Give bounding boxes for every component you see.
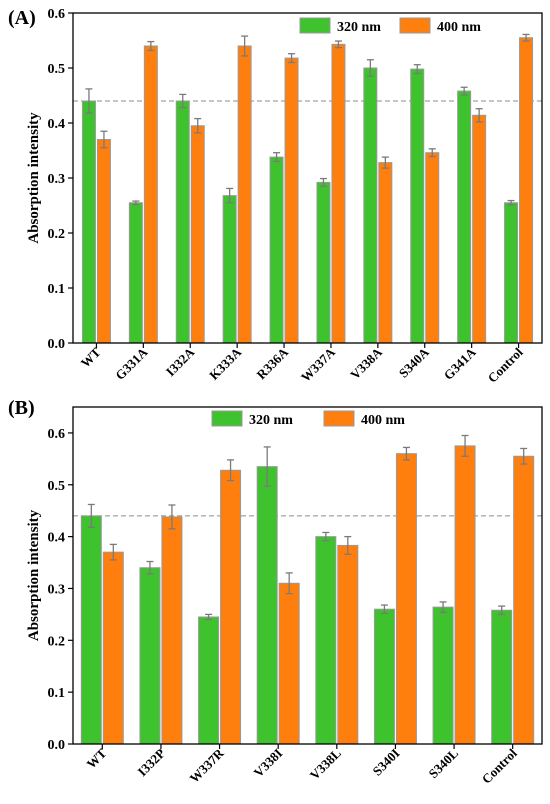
legend-label: 400 nm — [361, 413, 405, 428]
bar-320nm-control — [504, 202, 519, 344]
chart-panel-b: (B) WT I332P W337R V338I V338L S340I S340L Contr… — [8, 397, 543, 787]
bar-400nm-w337a — [331, 43, 346, 344]
bar-400nm-wt — [102, 551, 124, 745]
plot-frame — [72, 12, 543, 344]
y-tick-label: 0.3 — [48, 582, 66, 597]
y-tick-label: 0.4 — [48, 117, 66, 132]
x-tick-label: G331A — [112, 344, 151, 383]
bar-400nm-v338a — [378, 162, 393, 344]
bar-320nm-g331a — [128, 202, 143, 344]
bar-400nm-w337r — [220, 469, 242, 745]
x-tick-label: WT — [84, 745, 110, 771]
x-tick-label: Control — [479, 745, 520, 786]
legend-swatch-400nm — [399, 17, 431, 34]
bar-320nm-wt — [80, 515, 102, 745]
bar-400nm-i332p — [161, 516, 183, 745]
x-tick-label: W337A — [298, 344, 339, 385]
legend-swatch-320nm — [211, 410, 243, 427]
bar-400nm-control — [519, 37, 534, 344]
bar-320nm-s340i — [373, 608, 395, 745]
legend-swatch-400nm — [323, 410, 355, 427]
panel-label: (A) — [8, 7, 36, 29]
bar-400nm-s340l — [454, 445, 476, 745]
bar-400nm-wt — [96, 139, 111, 344]
x-tick-label: V338A — [347, 344, 385, 382]
x-tick-label: G341A — [441, 344, 480, 383]
legend-swatch-320nm — [299, 17, 331, 34]
y-tick-label: 0.3 — [48, 172, 66, 187]
bar-320nm-v338l — [315, 536, 337, 745]
x-tick-label: S340A — [396, 344, 433, 381]
y-axis-title: Absorption intensity — [26, 112, 42, 244]
bar-400nm-v338l — [337, 544, 359, 745]
bar-320nm-i332a — [175, 100, 190, 344]
bar-400nm-s340a — [425, 152, 440, 344]
x-tick-label: W337R — [186, 745, 227, 786]
bar-320nm-k333a — [222, 195, 237, 344]
bar-320nm-g341a — [457, 90, 472, 344]
bar-400nm-g331a — [143, 45, 158, 344]
bar-400nm-r336a — [284, 57, 299, 344]
bar-320nm-control — [491, 609, 513, 745]
x-tick-label: V338I — [251, 746, 286, 781]
x-tick-label: S340I — [369, 746, 402, 779]
bar-400nm-i332a — [190, 125, 205, 344]
legend-label: 320 nm — [337, 20, 381, 35]
legend-label: 400 nm — [437, 20, 481, 35]
panel-label: (B) — [8, 397, 35, 419]
y-tick-label: 0.5 — [48, 479, 66, 494]
x-tick-label: K333A — [206, 344, 245, 383]
y-tick-label: 0.4 — [48, 531, 66, 546]
y-tick-label: 0.1 — [48, 686, 66, 701]
bar-320nm-r336a — [269, 156, 284, 344]
bar-320nm-wt — [81, 100, 96, 344]
y-tick-label: 0.2 — [48, 227, 66, 242]
bar-320nm-w337r — [198, 616, 220, 745]
chart-panel-a: (A) WT G331A I332A K333A R336A W337A V338A S340A… — [8, 7, 543, 386]
bar-400nm-g341a — [472, 114, 487, 344]
y-tick-label: 0.6 — [48, 427, 66, 442]
bar-320nm-v338a — [363, 67, 378, 344]
x-tick-label: Control — [485, 344, 526, 385]
bar-400nm-s340i — [395, 453, 417, 745]
bar-320nm-i332p — [139, 567, 161, 745]
bar-400nm-control — [513, 455, 535, 745]
y-tick-label: 0.1 — [48, 282, 66, 297]
bar-320nm-v338i — [256, 466, 278, 745]
bar-320nm-w337a — [316, 181, 331, 344]
x-tick-label: V338L — [307, 745, 344, 782]
y-tick-label: 0.0 — [48, 738, 66, 753]
plot-frame — [72, 406, 543, 745]
bar-320nm-s340a — [410, 68, 425, 344]
bar-400nm-v338i — [278, 582, 300, 745]
legend-label: 320 nm — [249, 413, 293, 428]
y-tick-label: 0.0 — [48, 337, 66, 352]
bar-320nm-s340l — [432, 606, 454, 745]
x-tick-label: R336A — [253, 344, 291, 382]
x-tick-label: I332P — [134, 745, 168, 779]
y-tick-label: 0.6 — [48, 7, 66, 22]
bar-400nm-k333a — [237, 45, 252, 344]
x-tick-label: S340L — [426, 745, 462, 781]
y-axis-title: Absorption intensity — [26, 509, 42, 641]
y-tick-label: 0.5 — [48, 62, 66, 77]
x-tick-label: I332A — [163, 344, 198, 379]
x-tick-label: WT — [78, 344, 104, 370]
y-tick-label: 0.2 — [48, 634, 66, 649]
